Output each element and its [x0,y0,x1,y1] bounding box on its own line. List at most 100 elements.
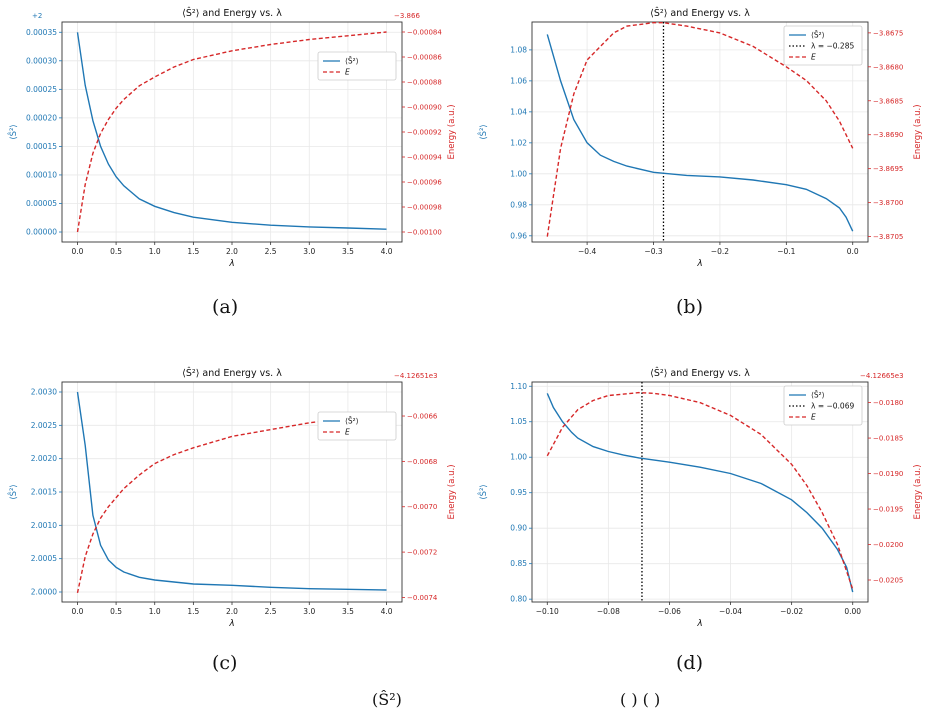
x-tick-label: 1.5 [187,247,199,256]
legend: ⟨Ŝ²⟩ E [317,411,397,441]
caption-b: (b) [676,296,703,318]
y-left-tick-label: 2.0000 [31,588,57,597]
y-left-tick-label: 1.00 [510,169,527,178]
y-right-tick-label: −3.8685 [873,97,903,105]
y-left-tick-label: 2.0015 [31,488,57,497]
y-left-tick-label: 0.00025 [26,85,57,94]
y-left-tick-label: 0.98 [510,200,527,209]
x-tick-label: −0.3 [644,247,662,256]
chart-panel-3: −0.10 −0.08 −0.06 −0.04 −0.02 0.00 0.80 0.85 0.9… [477,367,923,629]
x-tick-label: 3.5 [342,247,354,256]
y-right-axis-label: Energy (a.u.) [913,464,923,519]
legend: ⟨Ŝ²⟩ λ = −0.069 E [783,385,863,426]
legend-label: ⟨Ŝ²⟩ [345,417,359,426]
x-tick-label: 3.0 [303,607,315,616]
legend-label: E [811,413,816,422]
y-right-offset: −4.12651e3 [394,372,438,380]
y-right-tick-label: −0.0200 [873,541,903,549]
y-left-tick-label: 2.0030 [31,388,57,397]
x-tick-label: −0.1 [777,247,795,256]
y-left-axis-label: ⟨Ŝ²⟩ [7,124,19,139]
x-tick-label: 0.0 [71,607,83,616]
y-left-tick-label: 2.0025 [31,421,57,430]
y-right-tick-label: −3.8675 [873,29,903,37]
y-right-tick-label: −0.0185 [873,435,903,443]
chart-title: ⟨Ŝ²⟩ and Energy vs. λ [650,367,750,379]
y-left-tick-label: 1.04 [510,107,527,116]
x-tick-label: 4.0 [381,247,393,256]
x-tick-label: 0.5 [110,607,122,616]
x-tick-label: 2.0 [226,607,238,616]
legend-box [317,411,397,441]
y-right-axis-label: Energy (a.u.) [447,464,457,519]
caption-a: (a) [212,296,239,318]
x-tick-label: −0.02 [780,607,803,616]
y-right-axis-label: Energy (a.u.) [447,104,457,159]
y-right-tick-label: −0.0190 [873,470,903,478]
x-tick-label: 1.5 [187,607,199,616]
y-left-tick-label: 1.08 [510,45,527,54]
y-right-tick-label: −0.00096 [407,179,442,187]
y-right-tick-label: −0.00090 [407,104,442,112]
x-axis-label: λ [228,619,234,629]
energy-series-line [546,22,854,237]
legend-label: E [345,68,350,77]
y-right-tick-label: −3.8690 [873,131,903,139]
y-right-tick-label: −0.0205 [873,577,903,585]
x-tick-label: 0.5 [110,247,122,256]
x-tick-label: 4.0 [381,607,393,616]
y-right-tick-label: −0.0066 [407,413,438,421]
bottom-caption-part2: ( ) ( ) [620,690,661,709]
y-left-tick-label: 2.0010 [31,521,57,530]
chart-title: ⟨Ŝ²⟩ and Energy vs. λ [650,7,750,19]
y-left-offset: +2 [32,12,42,20]
legend-box [317,51,397,81]
y-right-tick-label: −0.00098 [407,204,442,212]
x-tick-label: −0.2 [711,247,729,256]
y-left-tick-label: 0.00030 [26,56,57,65]
x-tick-label: 1.0 [149,247,161,256]
legend-label: ⟨Ŝ²⟩ [811,31,825,40]
energy-series-line [76,31,387,233]
y-left-tick-label: 1.06 [510,76,527,85]
caption-d: (d) [676,652,703,674]
x-axis-label: λ [228,259,234,269]
x-axis-label: λ [696,619,702,629]
x-tick-label: −0.06 [658,607,681,616]
x-tick-label: 0.0 [71,247,83,256]
x-tick-label: −0.04 [719,607,742,616]
bottom-caption-part1: (Ŝ²) [372,690,402,709]
y-left-tick-label: 0.00020 [26,113,57,122]
y-right-tick-label: −0.00094 [407,154,442,162]
y-left-tick-label: 0.00005 [26,199,57,208]
chart-panel-0: 0.0 0.5 1.0 1.5 2.0 2.5 3.0 3.5 4.0 0.00000 0.0000… [7,7,457,269]
y-left-tick-label: 0.90 [510,524,527,533]
x-tick-label: 1.0 [149,607,161,616]
legend: ⟨Ŝ²⟩ E [317,51,397,81]
s2-series-line [76,32,387,230]
y-left-axis-label: ⟨Ŝ²⟩ [7,484,19,499]
bottom-caption: (Ŝ²) ( ) ( ) [0,684,932,728]
y-left-axis-label: ⟨Ŝ²⟩ [477,484,489,499]
y-right-tick-label: −0.0195 [873,506,903,514]
y-right-tick-label: −0.00086 [407,54,442,62]
x-tick-label: −0.08 [597,607,620,616]
y-right-tick-label: −3.8695 [873,165,903,173]
y-left-tick-label: 0.80 [510,595,527,604]
legend-label: λ = −0.069 [811,402,854,411]
y-right-tick-label: −0.0072 [407,549,437,557]
energy-series-line [76,413,387,594]
x-tick-label: 2.5 [265,247,277,256]
y-right-tick-label: −0.0180 [873,399,903,407]
y-right-axis-label: Energy (a.u.) [913,104,923,159]
y-right-tick-label: −0.00084 [407,29,442,37]
y-left-tick-label: 1.00 [510,453,527,462]
x-tick-label: −0.10 [536,607,559,616]
y-left-tick-label: 0.85 [510,559,527,568]
y-right-tick-label: −0.0074 [407,594,438,602]
y-left-tick-label: 1.02 [510,138,527,147]
y-right-offset: −4.12665e3 [860,372,904,380]
legend-label: ⟨Ŝ²⟩ [811,391,825,400]
legend-label: E [811,53,816,62]
